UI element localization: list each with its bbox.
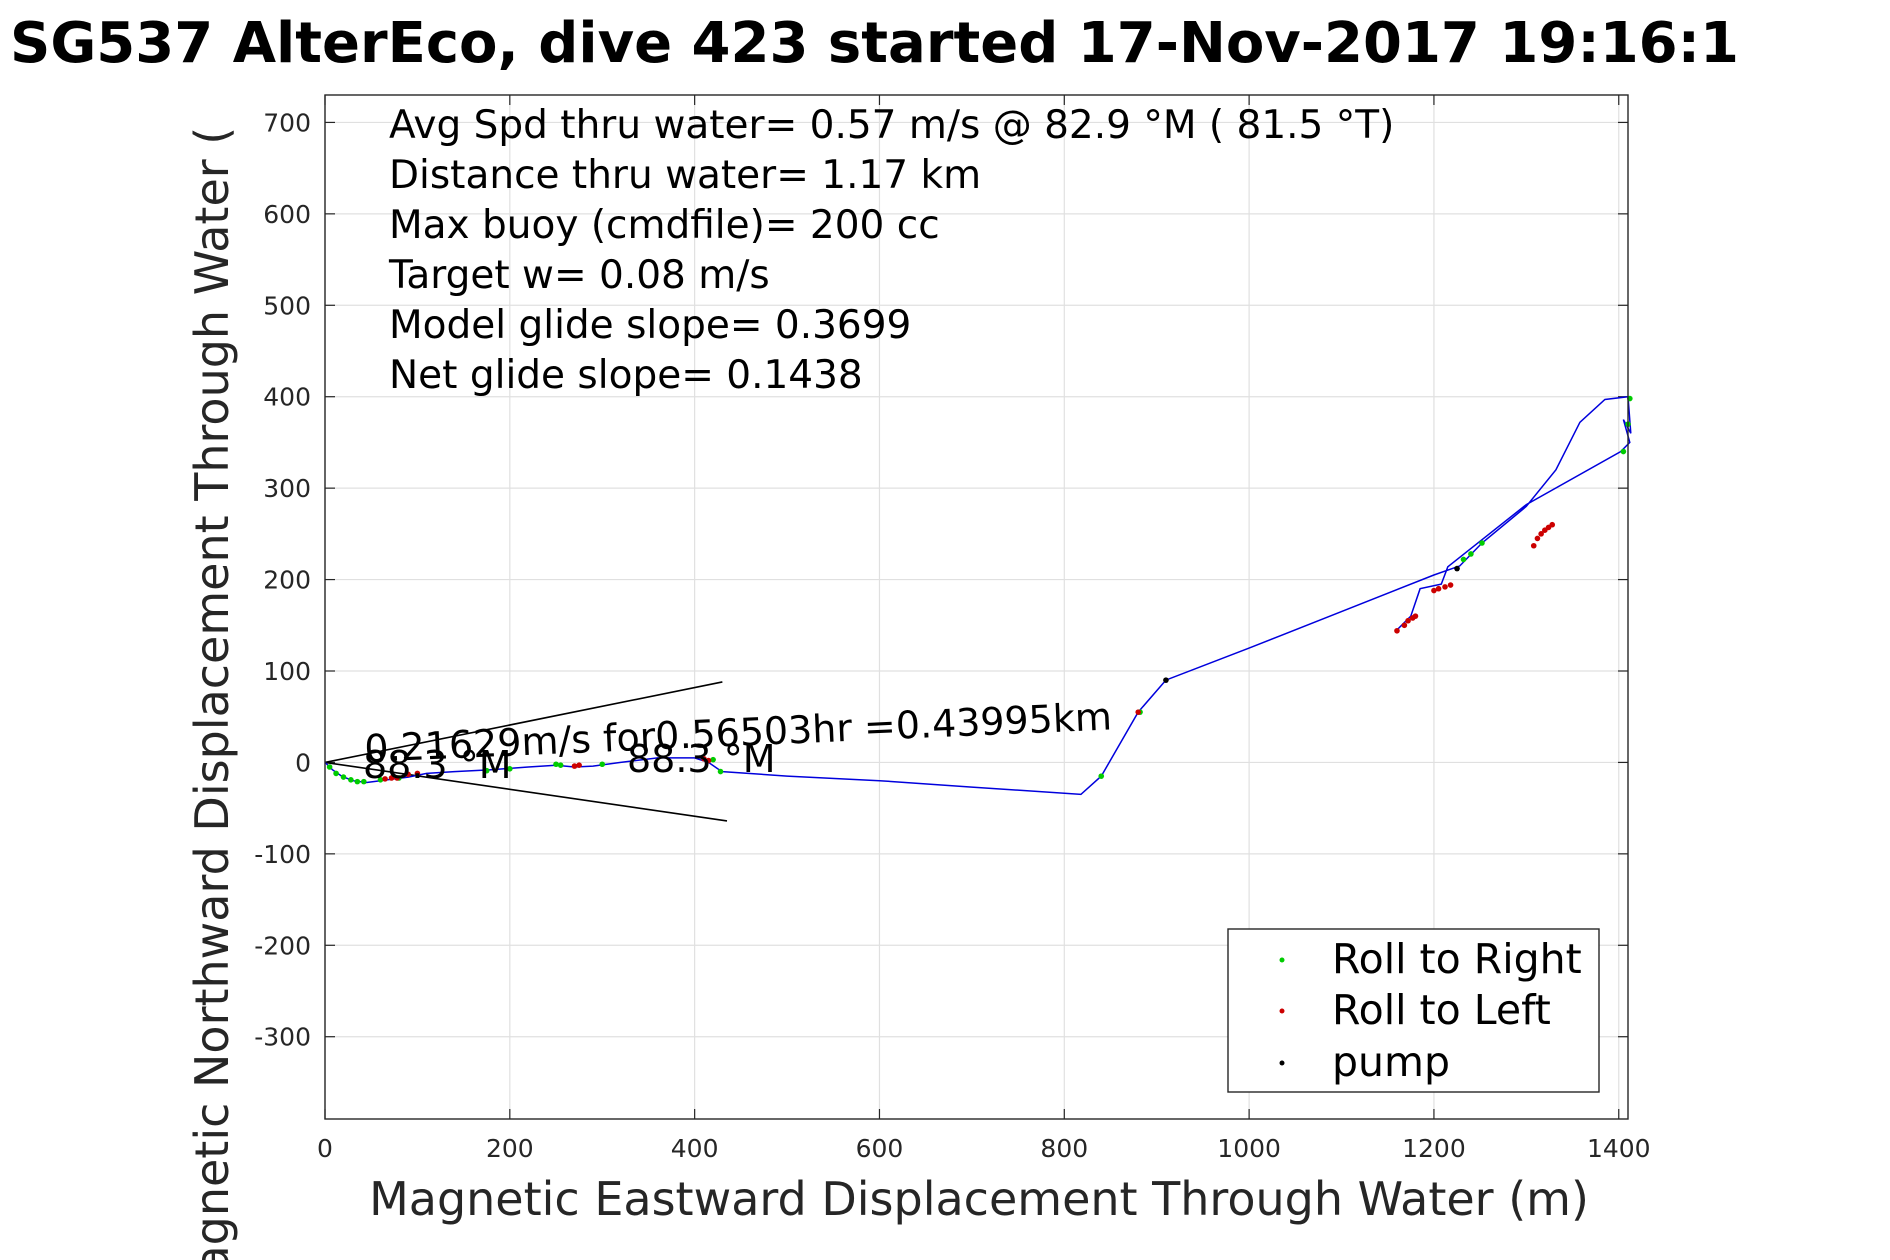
y-tick-label: 300: [263, 474, 311, 503]
y-tick-label: -200: [254, 931, 311, 960]
y-tick-label: 600: [263, 200, 311, 229]
x-tick-label: 1400: [1587, 1134, 1651, 1163]
roll-to-left-point: [1442, 584, 1448, 590]
legend-marker-roll-right: [1279, 957, 1285, 963]
x-tick-label: 1200: [1402, 1134, 1466, 1163]
y-axis-label: Magnetic Northward Displacement Through …: [185, 127, 239, 1260]
roll-to-right-point: [377, 777, 384, 783]
legend-label-pump: pump: [1332, 1038, 1450, 1086]
roll-to-left-point: [405, 771, 411, 778]
roll-to-left-point: [705, 757, 712, 764]
info-line-2: Distance thru water= 1.17 km: [389, 153, 981, 198]
x-ticks: 0 200 400 600 800 1000 1200 1400: [317, 95, 1651, 1163]
x-tick-label: 600: [856, 1134, 904, 1163]
roll-to-left-point: [1534, 535, 1541, 542]
roll-to-right-point: [1620, 448, 1627, 455]
roll-to-left-point: [1447, 582, 1454, 588]
roll-to-right-point: [717, 768, 724, 775]
y-tick-label: 400: [263, 383, 311, 412]
roll-to-left-point: [1401, 622, 1408, 629]
roll-to-left-point: [576, 762, 582, 768]
y-tick-label: -300: [254, 1023, 311, 1052]
roll-to-right-point: [348, 777, 354, 783]
info-line-6: Net glide slope= 0.1438: [389, 353, 863, 398]
roll-to-left-point: [1435, 585, 1442, 592]
plot-data: [324, 395, 1633, 822]
roll-to-left-point: [1405, 617, 1411, 624]
roll-to-right-point: [326, 764, 333, 770]
chart-title: SG537 AlterEco, dive 423 started 17-Nov-…: [10, 11, 1739, 76]
x-tick-label: 1000: [1217, 1134, 1281, 1163]
info-line-5: Model glide slope= 0.3699: [389, 303, 911, 348]
info-line-1: Avg Spd thru water= 0.57 m/s @ 82.9 °M (…: [389, 103, 1394, 148]
y-tick-label: -100: [254, 840, 311, 869]
legend-label-roll-left: Roll to Left: [1332, 986, 1551, 1034]
grid: [324, 95, 1628, 1119]
legend-marker-pump: [1279, 1060, 1285, 1066]
pump-point: [1163, 677, 1169, 683]
roll-to-left-point: [394, 775, 400, 781]
roll-to-left-point: [1135, 709, 1142, 715]
x-tick-label: 200: [486, 1134, 534, 1163]
current-vector-line: [324, 761, 728, 822]
roll-to-left-point: [1538, 531, 1544, 537]
roll-to-right-point: [1479, 540, 1485, 546]
roll-to-right-point: [1460, 556, 1467, 563]
y-tick-label: 200: [263, 566, 311, 595]
roll-to-left-point: [1431, 587, 1437, 594]
info-line-4: Target w= 0.08 m/s: [388, 253, 770, 298]
track-line: [324, 395, 1632, 796]
roll-to-right-point: [361, 778, 367, 785]
roll-to-right-point: [1468, 551, 1474, 557]
roll-to-right-point: [333, 770, 339, 777]
roll-to-left-point: [571, 763, 578, 769]
roll-to-right-point: [1098, 773, 1105, 779]
roll-to-left-point: [1549, 521, 1556, 528]
roll-to-right-point: [557, 762, 564, 768]
roll-to-left-point: [414, 770, 421, 777]
roll-to-right-point: [354, 778, 361, 785]
roll-to-right-point: [553, 761, 559, 768]
heading-label-right: 88.3 °M: [627, 737, 775, 781]
y-ticks: -300 -200 -100 0 100 200 300 400 500 600 700: [254, 108, 1628, 1052]
current-vector-line: [324, 681, 723, 764]
y-tick-label: 0: [295, 748, 311, 777]
info-line-3: Max buoy (cmdfile)= 200 cc: [389, 203, 940, 248]
x-axis-label: Magnetic Eastward Displacement Through W…: [369, 1172, 1589, 1226]
roll-to-right-point: [710, 756, 716, 763]
pump-point: [1454, 565, 1460, 572]
roll-to-right-point: [340, 774, 347, 780]
roll-to-left-point: [1530, 542, 1537, 549]
plot-frame: [324, 94, 1629, 1120]
roll-to-right-point: [507, 766, 513, 772]
info-box: Avg Spd thru water= 0.57 m/s @ 82.9 °M (…: [388, 103, 1394, 398]
roll-to-left-point: [1412, 613, 1419, 619]
y-tick-label: 500: [263, 291, 311, 320]
x-tick-label: 0: [317, 1134, 333, 1163]
x-tick-label: 400: [671, 1134, 719, 1163]
roll-to-right-point: [599, 761, 606, 768]
roll-to-left-point: [701, 755, 707, 762]
roll-to-left-point: [388, 775, 395, 781]
y-tick-label: 100: [263, 657, 311, 686]
legend: Roll to Right Roll to Left pump: [1227, 928, 1600, 1093]
legend-box: [1227, 928, 1600, 1093]
x-tick-label: 800: [1040, 1134, 1088, 1163]
legend-marker-roll-left: [1279, 1008, 1285, 1014]
heading-label-left: 88.3 °M: [363, 743, 511, 787]
roll-to-left-point: [382, 776, 388, 782]
legend-label-roll-right: Roll to Right: [1332, 935, 1582, 983]
roll-to-right-point: [483, 767, 490, 774]
y-tick-label: 700: [263, 108, 311, 137]
roll-to-left-point: [1394, 627, 1400, 634]
